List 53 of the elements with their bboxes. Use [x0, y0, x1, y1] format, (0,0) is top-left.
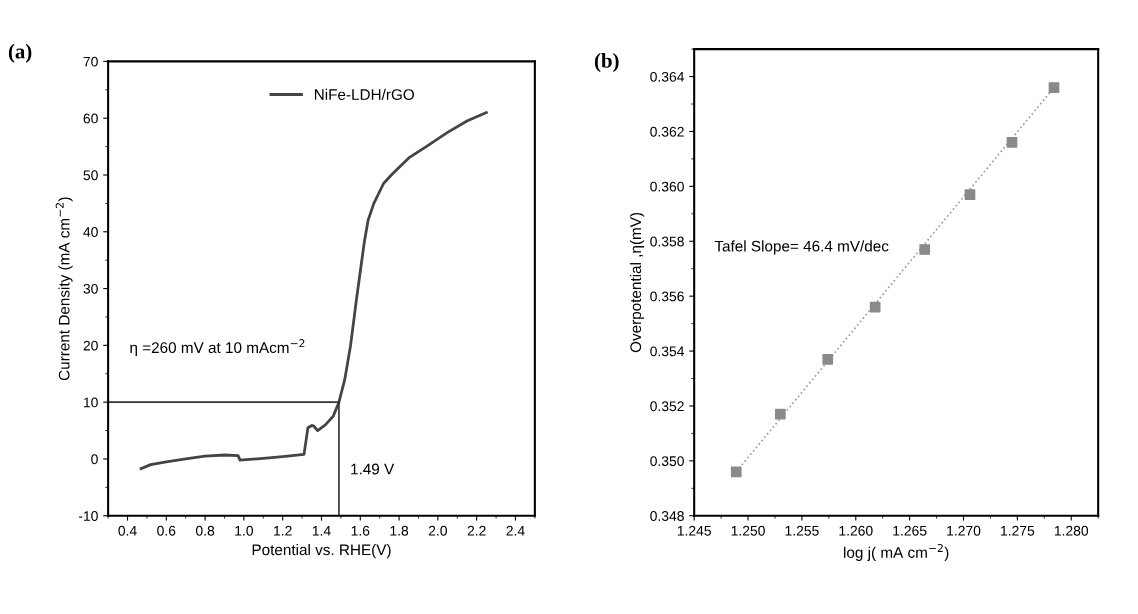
- x-tick-label: 1.250: [731, 525, 765, 536]
- x-tick-label: 1.255: [785, 525, 819, 536]
- x-tick-label: 0.6: [157, 525, 176, 536]
- text: (a): [8, 43, 32, 63]
- x-axis-title: log j( mA cm$^{−2}$): [844, 543, 949, 561]
- x-tick-label: 2.4: [506, 525, 525, 536]
- y-tick-label: -10: [78, 511, 98, 521]
- y-tick-label: 50: [83, 170, 98, 181]
- y-tick-label: 0: [91, 454, 98, 465]
- point: [775, 408, 786, 420]
- x-tick-label: 1.8: [390, 525, 409, 536]
- point: [1006, 137, 1018, 148]
- point: [822, 353, 834, 365]
- x-tick-label: 1.275: [1001, 525, 1035, 536]
- x-tick-label: 1.0: [235, 525, 254, 536]
- y-tick-label: 0.362: [650, 126, 684, 137]
- y-tick-label: 0.356: [650, 291, 684, 302]
- x-tick-label: 0.4: [118, 525, 137, 536]
- x-tick-label: 1.4: [312, 525, 331, 536]
- y-tick-label: 0.352: [650, 401, 684, 412]
- y-tick-label: 0.348: [650, 511, 684, 521]
- x-tick-label: 0.8: [195, 525, 215, 536]
- y-tick-label: 0.350: [650, 456, 684, 467]
- point: [869, 301, 881, 313]
- point: [919, 244, 931, 255]
- y-tick-label: 60: [83, 113, 98, 124]
- x-tick-label: 1.265: [893, 525, 927, 536]
- legend-label: NiFe-LDH/rGO: [314, 88, 414, 100]
- y-tick-label: 0.354: [650, 346, 685, 357]
- x-tick-label: 1.2: [274, 525, 292, 536]
- annotation: η =260 mV at 10 mAcm$^{−2}$: [130, 339, 305, 357]
- x-axis-title: Potential vs. RHE(V): [252, 543, 391, 559]
- annotation: 1.49 V: [351, 463, 395, 475]
- point: [964, 189, 976, 200]
- y-tick-label: 20: [83, 340, 98, 351]
- x-tick-label: 1.260: [839, 525, 873, 536]
- x-tick-label: 2.2: [467, 525, 486, 536]
- x-tick-label: 1.6: [351, 525, 370, 536]
- y-axis-title: Current Density (mA cm$^{−2}$): [55, 197, 73, 381]
- y-tick-label: 10: [84, 397, 98, 408]
- x-tick-label: 1.280: [1054, 525, 1089, 536]
- y-axis-title: Overpotential ,η(mV): [629, 212, 645, 353]
- x-tick-label: 1.270: [947, 525, 981, 536]
- y-tick-label: 30: [83, 283, 98, 294]
- y-tick-label: 70: [83, 56, 98, 67]
- y-tick-label: 40: [83, 227, 98, 237]
- x-tick-label: 1.245: [677, 525, 711, 536]
- x-tick-label: 2.0: [428, 525, 447, 536]
- y-tick-label: 0.358: [650, 236, 684, 247]
- y-tick-label: 0.360: [650, 181, 684, 192]
- annotation: Tafel Slope= 46.4 mV/dec: [714, 240, 889, 255]
- y-tick-label: 0.364: [650, 71, 685, 82]
- text: (b): [594, 53, 619, 72]
